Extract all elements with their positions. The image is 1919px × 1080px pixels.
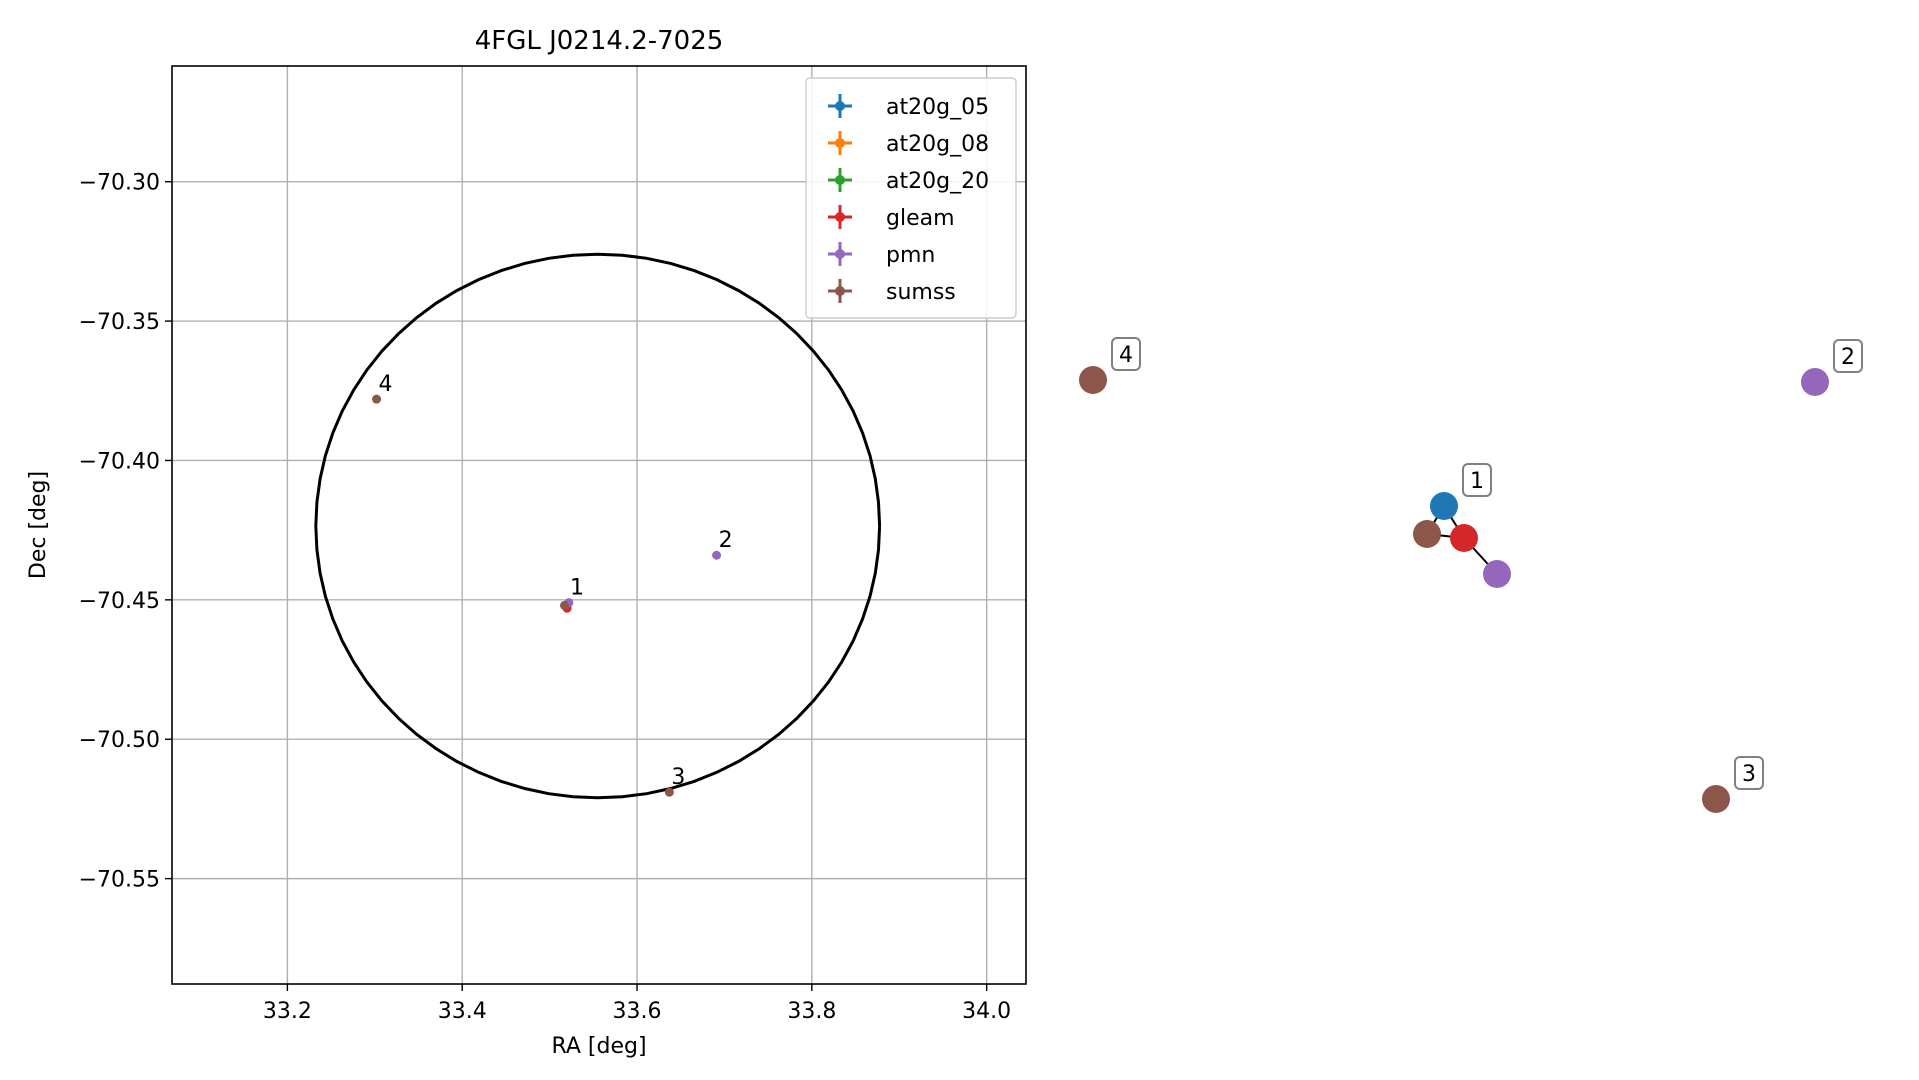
group-label: 3 (1742, 762, 1756, 787)
group-label: 1 (1470, 469, 1484, 494)
legend-marker-gleam (835, 212, 845, 222)
y-tick-label: −70.55 (79, 868, 160, 893)
group-label-box (1462, 463, 1492, 497)
sumss-point (559, 600, 569, 610)
plot-frame (171, 65, 1027, 985)
point-label: 3 (671, 765, 685, 790)
legend-label: pmn (886, 243, 935, 268)
chart-title: 4FGL J0214.2-7025 (475, 26, 724, 56)
group-label-box (1111, 337, 1141, 371)
y-tick-label: −70.40 (79, 449, 160, 474)
sumss-point (664, 787, 674, 797)
point-label: 1 (570, 576, 584, 601)
sumss-point (372, 394, 382, 404)
network-group-labels: 1 2 3 4 (1111, 337, 1863, 790)
point-labels: 1 2 3 4 (379, 372, 733, 790)
network-node-sumss_3 (1702, 785, 1730, 813)
x-tick-label: 33.8 (787, 999, 836, 1024)
legend-box (805, 77, 1017, 319)
legend-label: gleam (886, 206, 955, 231)
uncertainty-ellipse (314, 252, 882, 800)
grid-lines (172, 66, 1026, 984)
point-label: 2 (719, 528, 733, 553)
legend-marker-sumss (835, 286, 845, 296)
y-axis-label: Dec [deg] (26, 471, 51, 579)
group-label-box (1833, 339, 1863, 373)
network-node-pmn_2 (1801, 368, 1829, 396)
y-tick-label: −70.35 (79, 310, 160, 335)
pmn-point (712, 550, 722, 560)
network-node-at20g_05 (1430, 492, 1458, 520)
legend-label: at20g_20 (886, 169, 989, 194)
point-label: 4 (379, 372, 393, 397)
y-tick-label: −70.50 (79, 728, 160, 753)
legend-label: at20g_08 (886, 132, 989, 157)
network-node-pmn (1483, 560, 1511, 588)
network-panel: 1 2 3 4 (1079, 337, 1863, 813)
group-label: 4 (1119, 343, 1133, 368)
y-tick-label: −70.45 (79, 589, 160, 614)
y-tick-label: −70.30 (79, 171, 160, 196)
legend-marker-at20g_05 (835, 101, 845, 111)
legend-label: sumss (886, 280, 956, 305)
group-label: 2 (1841, 345, 1855, 370)
network-node-gleam (1450, 524, 1478, 552)
legend-marker-pmn (835, 249, 845, 259)
network-nodes (1079, 366, 1829, 813)
network-node-sumss (1413, 520, 1441, 548)
legend-label: at20g_05 (886, 95, 989, 120)
x-axis-label: RA [deg] (551, 1034, 646, 1059)
data-points (372, 394, 722, 797)
x-tick-label: 34.0 (962, 999, 1011, 1024)
x-axis-ticks: 33.2 33.4 33.6 33.8 34.0 (263, 984, 1011, 1024)
y-axis-ticks: −70.30 −70.35 −70.40 −70.45 −70.50 −70.55 (79, 171, 172, 893)
x-tick-label: 33.2 (263, 999, 312, 1024)
x-tick-label: 33.4 (438, 999, 487, 1024)
x-tick-label: 33.6 (613, 999, 662, 1024)
legend-marker-at20g_08 (835, 138, 845, 148)
legend-marker-at20g_20 (835, 175, 845, 185)
network-node-sumss_4 (1079, 366, 1107, 394)
group-label-box (1734, 756, 1764, 790)
